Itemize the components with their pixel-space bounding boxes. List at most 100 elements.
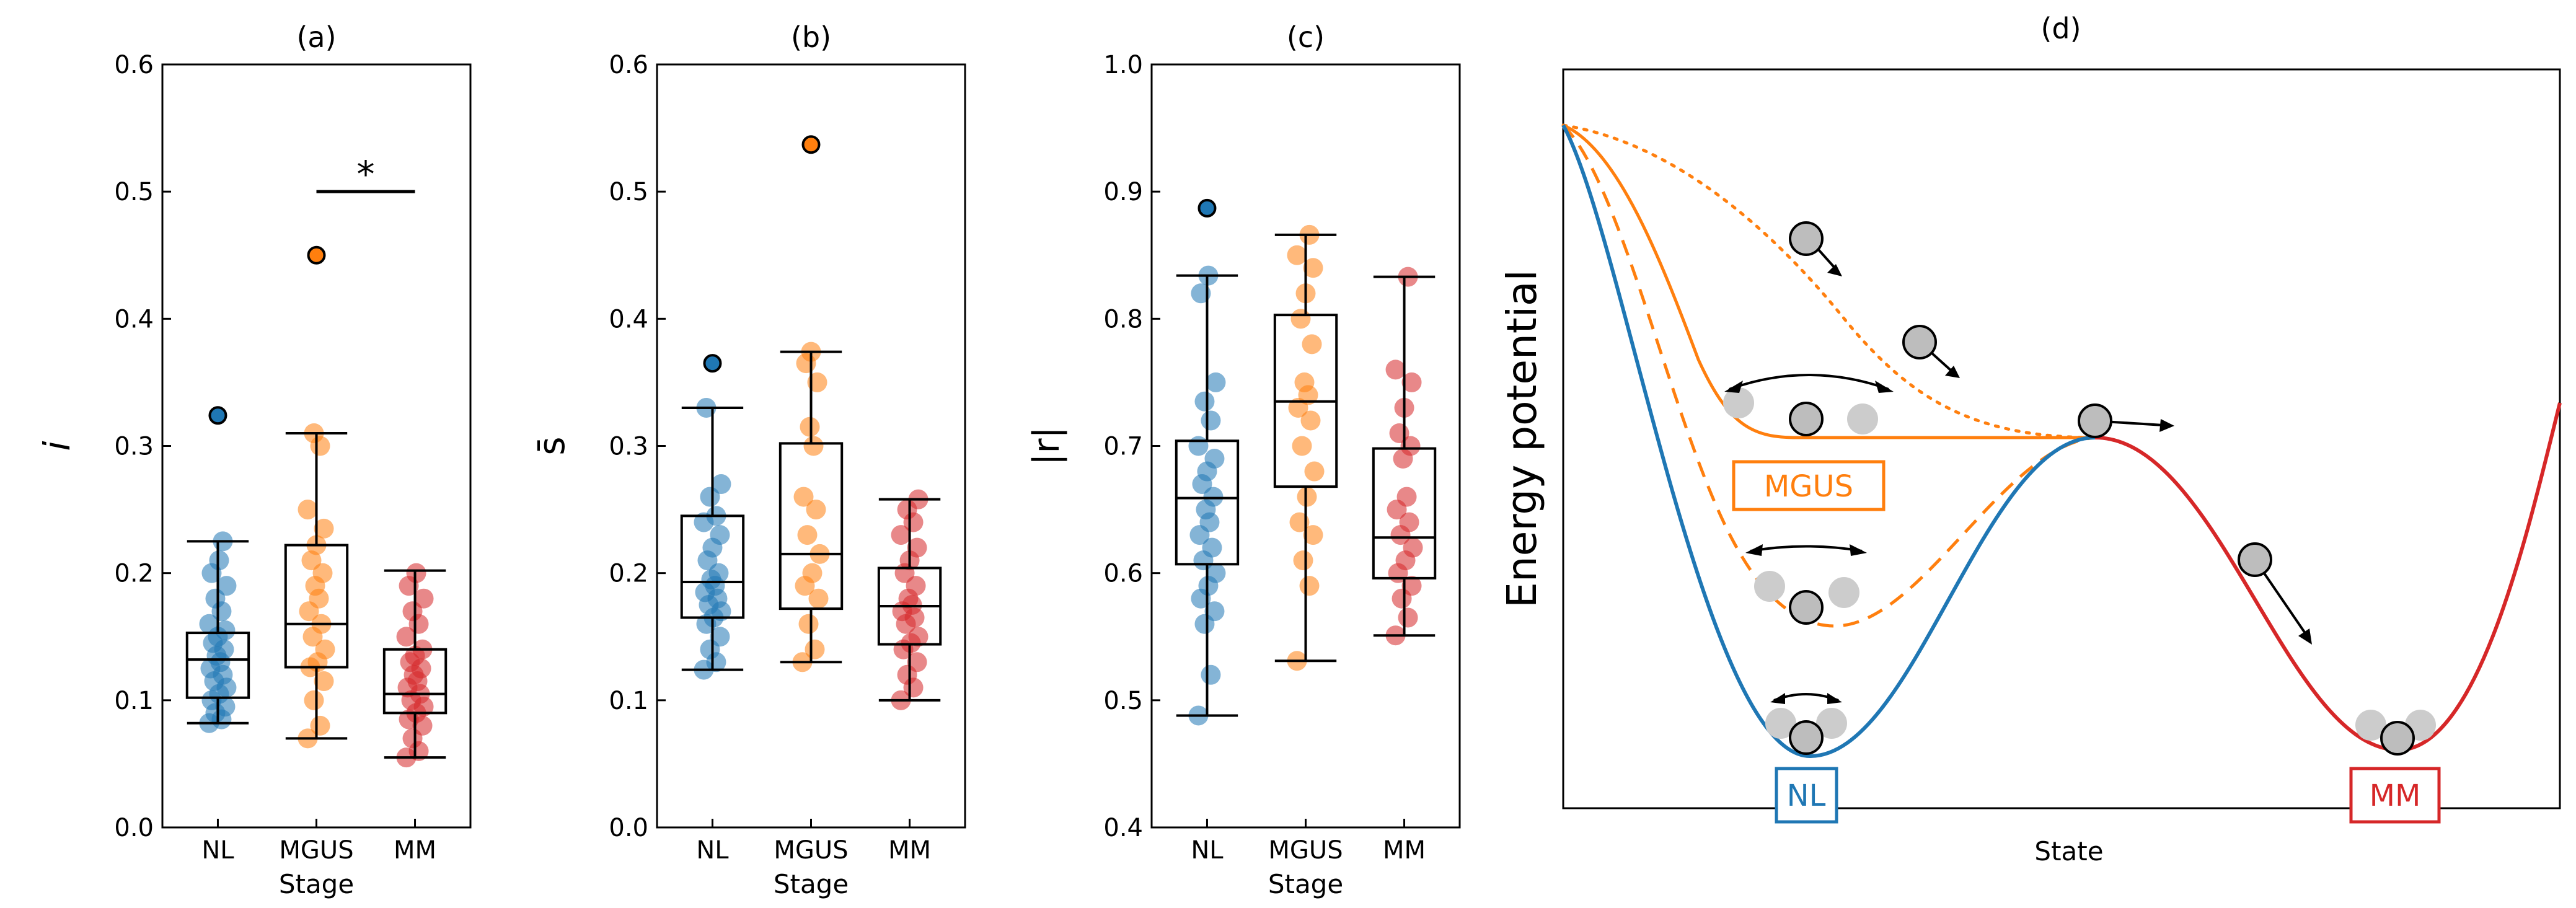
ball xyxy=(1789,590,1824,625)
y-tick-label: 0.3 xyxy=(609,433,648,461)
oscillation-arrowheads xyxy=(1724,381,1894,704)
data-point xyxy=(710,525,730,545)
y-tick-label: 0.6 xyxy=(609,51,648,79)
data-point xyxy=(1403,537,1423,558)
data-point xyxy=(803,436,824,456)
data-point xyxy=(1194,391,1215,412)
data-point xyxy=(1399,512,1419,532)
outlier-point xyxy=(703,354,722,373)
ball xyxy=(1789,221,1824,256)
data-point xyxy=(1201,410,1221,431)
ghost-ball xyxy=(2355,710,2386,741)
panel-1: (a) 0.0 0.1 0.2 0.3 0.4 0.5 0.6 i NL MGUS MM Stage * xyxy=(36,20,472,899)
energy-landscape-panel: (d) Energy potential State xyxy=(1498,12,2562,866)
box-iqr xyxy=(284,544,349,669)
energy-axis-label: Energy potential xyxy=(1498,270,1546,608)
x-axis-label: Stage xyxy=(774,869,849,899)
outlier-point xyxy=(307,245,326,265)
y-tick-label: 0.9 xyxy=(1103,178,1143,206)
ball xyxy=(2078,403,2112,438)
data-point xyxy=(797,525,818,545)
data-point xyxy=(216,576,237,596)
mgus-solid-curve xyxy=(1563,123,2095,439)
x-tick-label: MGUS xyxy=(1268,836,1343,865)
box-iqr xyxy=(1372,447,1437,580)
data-point xyxy=(1389,423,1409,443)
y-tick-label: 0.0 xyxy=(114,814,154,842)
mgus-dashed-curve xyxy=(1562,124,2096,628)
data-point xyxy=(215,620,236,640)
panel-title: (a) xyxy=(296,20,336,54)
data-point xyxy=(798,614,819,634)
y-axis-label: i xyxy=(36,441,78,451)
significance-star: * xyxy=(357,153,375,195)
panel-title: (c) xyxy=(1287,20,1325,54)
y-tick-label: 0.5 xyxy=(1103,687,1143,715)
data-point xyxy=(1401,576,1422,596)
data-point xyxy=(312,563,333,583)
panel-d-title: (d) xyxy=(2040,12,2081,45)
mgus-label-box xyxy=(1732,460,1886,511)
data-point xyxy=(793,487,814,507)
data-point xyxy=(805,639,825,659)
ball xyxy=(2380,721,2415,756)
x-tick-label: MGUS xyxy=(279,836,353,865)
panel-title: (b) xyxy=(791,20,831,54)
data-point xyxy=(1292,436,1312,456)
data-point xyxy=(1303,258,1323,278)
data-point xyxy=(1385,359,1406,380)
data-point xyxy=(1290,309,1311,329)
y-tick-label: 0.2 xyxy=(609,560,648,588)
mm-label-box xyxy=(2349,767,2441,824)
box-iqr xyxy=(779,442,844,610)
y-tick-label: 0.0 xyxy=(609,814,648,842)
ghost-ball xyxy=(1828,577,1859,608)
y-tick-label: 0.6 xyxy=(1103,560,1143,588)
data-point xyxy=(1202,537,1222,558)
box-iqr xyxy=(382,648,448,715)
y-tick-label: 0.4 xyxy=(114,305,154,333)
x-tick-label: MM xyxy=(888,836,931,865)
data-point xyxy=(1188,436,1209,456)
data-point xyxy=(710,627,730,647)
box-iqr xyxy=(185,632,250,699)
nl-label: NL xyxy=(1787,778,1826,813)
ball xyxy=(1902,325,1937,359)
data-point xyxy=(1302,334,1322,355)
data-point xyxy=(806,500,826,520)
data-point xyxy=(1396,487,1417,507)
data-point xyxy=(304,690,324,710)
y-tick-label: 1.0 xyxy=(1103,51,1143,79)
x-tick-label: MGUS xyxy=(774,836,848,865)
ball xyxy=(2238,542,2272,577)
data-point xyxy=(891,525,911,545)
y-tick-label: 0.4 xyxy=(609,305,648,333)
outlier-point xyxy=(208,406,227,425)
data-point xyxy=(314,671,334,692)
x-tick-label: MM xyxy=(1383,836,1426,865)
box-iqr xyxy=(680,514,745,619)
data-point xyxy=(1201,664,1221,685)
data-point xyxy=(808,588,829,609)
data-point xyxy=(199,614,219,634)
data-point xyxy=(1287,245,1307,265)
y-tick-label: 0.6 xyxy=(114,51,154,79)
y-tick-label: 0.2 xyxy=(114,560,154,588)
y-tick-label: 0.3 xyxy=(114,433,154,461)
data-point xyxy=(1206,372,1226,392)
data-point xyxy=(1401,372,1422,392)
data-point xyxy=(1206,563,1226,583)
mm-label: MM xyxy=(2370,778,2421,813)
data-point xyxy=(1204,449,1225,469)
y-tick-label: 0.7 xyxy=(1103,433,1143,461)
box-iqr xyxy=(1175,439,1240,566)
y-tick-label: 0.5 xyxy=(609,178,648,206)
x-axis-label: Stage xyxy=(279,869,354,899)
mgus-dotted-curve xyxy=(1561,123,2097,439)
data-point xyxy=(396,627,417,647)
ball xyxy=(1789,720,1824,755)
state-axis-label: State xyxy=(2034,836,2103,866)
data-point xyxy=(906,576,926,596)
panel-3: (c) 0.4 0.5 0.6 0.7 0.8 0.9 1.0 |r| NL MGUS MM Stage xyxy=(1025,20,1461,899)
